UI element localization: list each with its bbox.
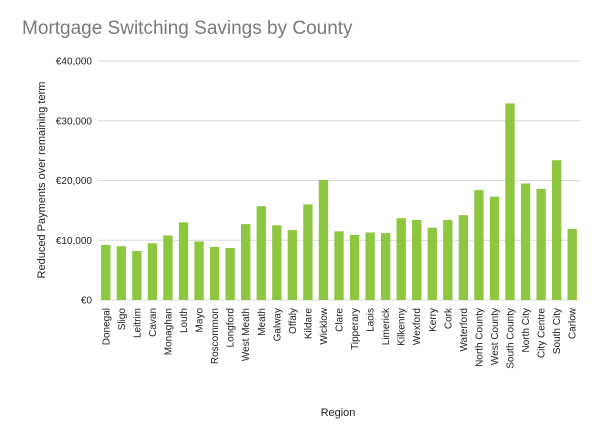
bar-leitrim <box>132 251 142 300</box>
x-tick-label: Laois <box>366 308 377 332</box>
bar-kilkenny <box>396 218 406 300</box>
x-tick-label: Meath <box>257 308 268 336</box>
y-tick-label: €30,000 <box>56 116 93 127</box>
x-tick-label: Limerick <box>381 307 392 345</box>
bar-donegal <box>101 245 111 300</box>
x-tick-label: Louth <box>179 308 190 333</box>
x-tick-label: Waterford <box>459 308 470 352</box>
x-tick-label: Monaghan <box>163 308 174 355</box>
bar-kerry <box>427 227 437 300</box>
x-axis-tick-labels: Donegal Sligo Leitrim Cavan Monaghan Louth May… <box>101 307 578 369</box>
bar-clare <box>334 231 344 300</box>
x-tick-label: West County <box>490 308 501 365</box>
bar-north-county <box>474 190 484 300</box>
x-tick-label: Leitrim <box>132 308 143 338</box>
bar-laois <box>365 232 375 300</box>
y-axis-tick-labels: €0 €10,000 €20,000 €30,000 €40,000 <box>56 57 93 307</box>
bar-roscommon <box>209 246 220 300</box>
bar-kildare <box>303 204 313 300</box>
x-tick-label: Galway <box>272 308 283 341</box>
x-tick-label: Offaly <box>288 308 299 334</box>
bar-mayo <box>194 241 204 300</box>
x-tick-label: Wexford <box>412 308 423 345</box>
bar-sligo <box>116 246 126 300</box>
bar-monaghan <box>163 235 173 300</box>
x-tick-label: North County <box>474 308 485 367</box>
bar-west-county <box>489 196 500 300</box>
bar-city-centre <box>536 188 546 300</box>
chart-title: Mortgage Switching Savings by County <box>22 18 353 39</box>
y-tick-label: €0 <box>81 296 93 307</box>
x-tick-label: Cork <box>443 307 454 329</box>
bar-wexford <box>412 219 422 300</box>
x-tick-label: Sligo <box>117 308 128 331</box>
x-tick-label: South City <box>552 308 563 354</box>
bar-offaly <box>287 230 298 300</box>
x-tick-label: North City <box>521 308 532 352</box>
x-tick-label: Kerry <box>428 308 439 332</box>
y-axis-title: Reduced Payments over remaining term <box>36 82 48 279</box>
x-tick-label: Donegal <box>101 308 112 345</box>
x-tick-label: Wicklow <box>319 307 330 344</box>
x-tick-label: City Centre <box>537 308 548 358</box>
bar-waterford <box>458 215 469 300</box>
bar-tipperary <box>349 234 360 300</box>
x-tick-label: South County <box>506 308 517 369</box>
bar-cavan <box>147 243 158 300</box>
bar-meath <box>256 206 266 300</box>
x-tick-label: Longford <box>226 308 237 347</box>
x-tick-label: Carlow <box>568 307 579 339</box>
x-axis-title: Region <box>321 407 356 419</box>
x-tick-label: Mayo <box>195 308 206 333</box>
bar-north-city <box>520 183 531 300</box>
x-tick-label: Clare <box>335 308 346 332</box>
y-tick-label: €20,000 <box>56 176 93 187</box>
x-tick-label: Tipperary <box>350 308 361 350</box>
x-tick-label: Kilkenny <box>397 308 408 346</box>
bar-longford <box>225 248 235 300</box>
bar-louth <box>178 222 189 300</box>
x-tick-label: Kildare <box>303 308 314 340</box>
bar-wicklow <box>318 179 329 300</box>
y-tick-label: €10,000 <box>56 236 93 247</box>
bar-south-city <box>552 160 562 300</box>
bars <box>101 103 577 300</box>
bar-galway <box>272 225 282 300</box>
x-tick-label: West Meath <box>241 308 252 361</box>
x-tick-label: Roscommon <box>210 308 221 364</box>
bar-south-county <box>505 103 515 300</box>
bar-cork <box>443 219 453 300</box>
y-tick-label: €40,000 <box>56 57 93 68</box>
bar-west-meath <box>241 224 251 300</box>
bar-carlow <box>567 228 577 300</box>
bar-limerick <box>380 233 391 300</box>
x-tick-label: Cavan <box>148 308 159 337</box>
